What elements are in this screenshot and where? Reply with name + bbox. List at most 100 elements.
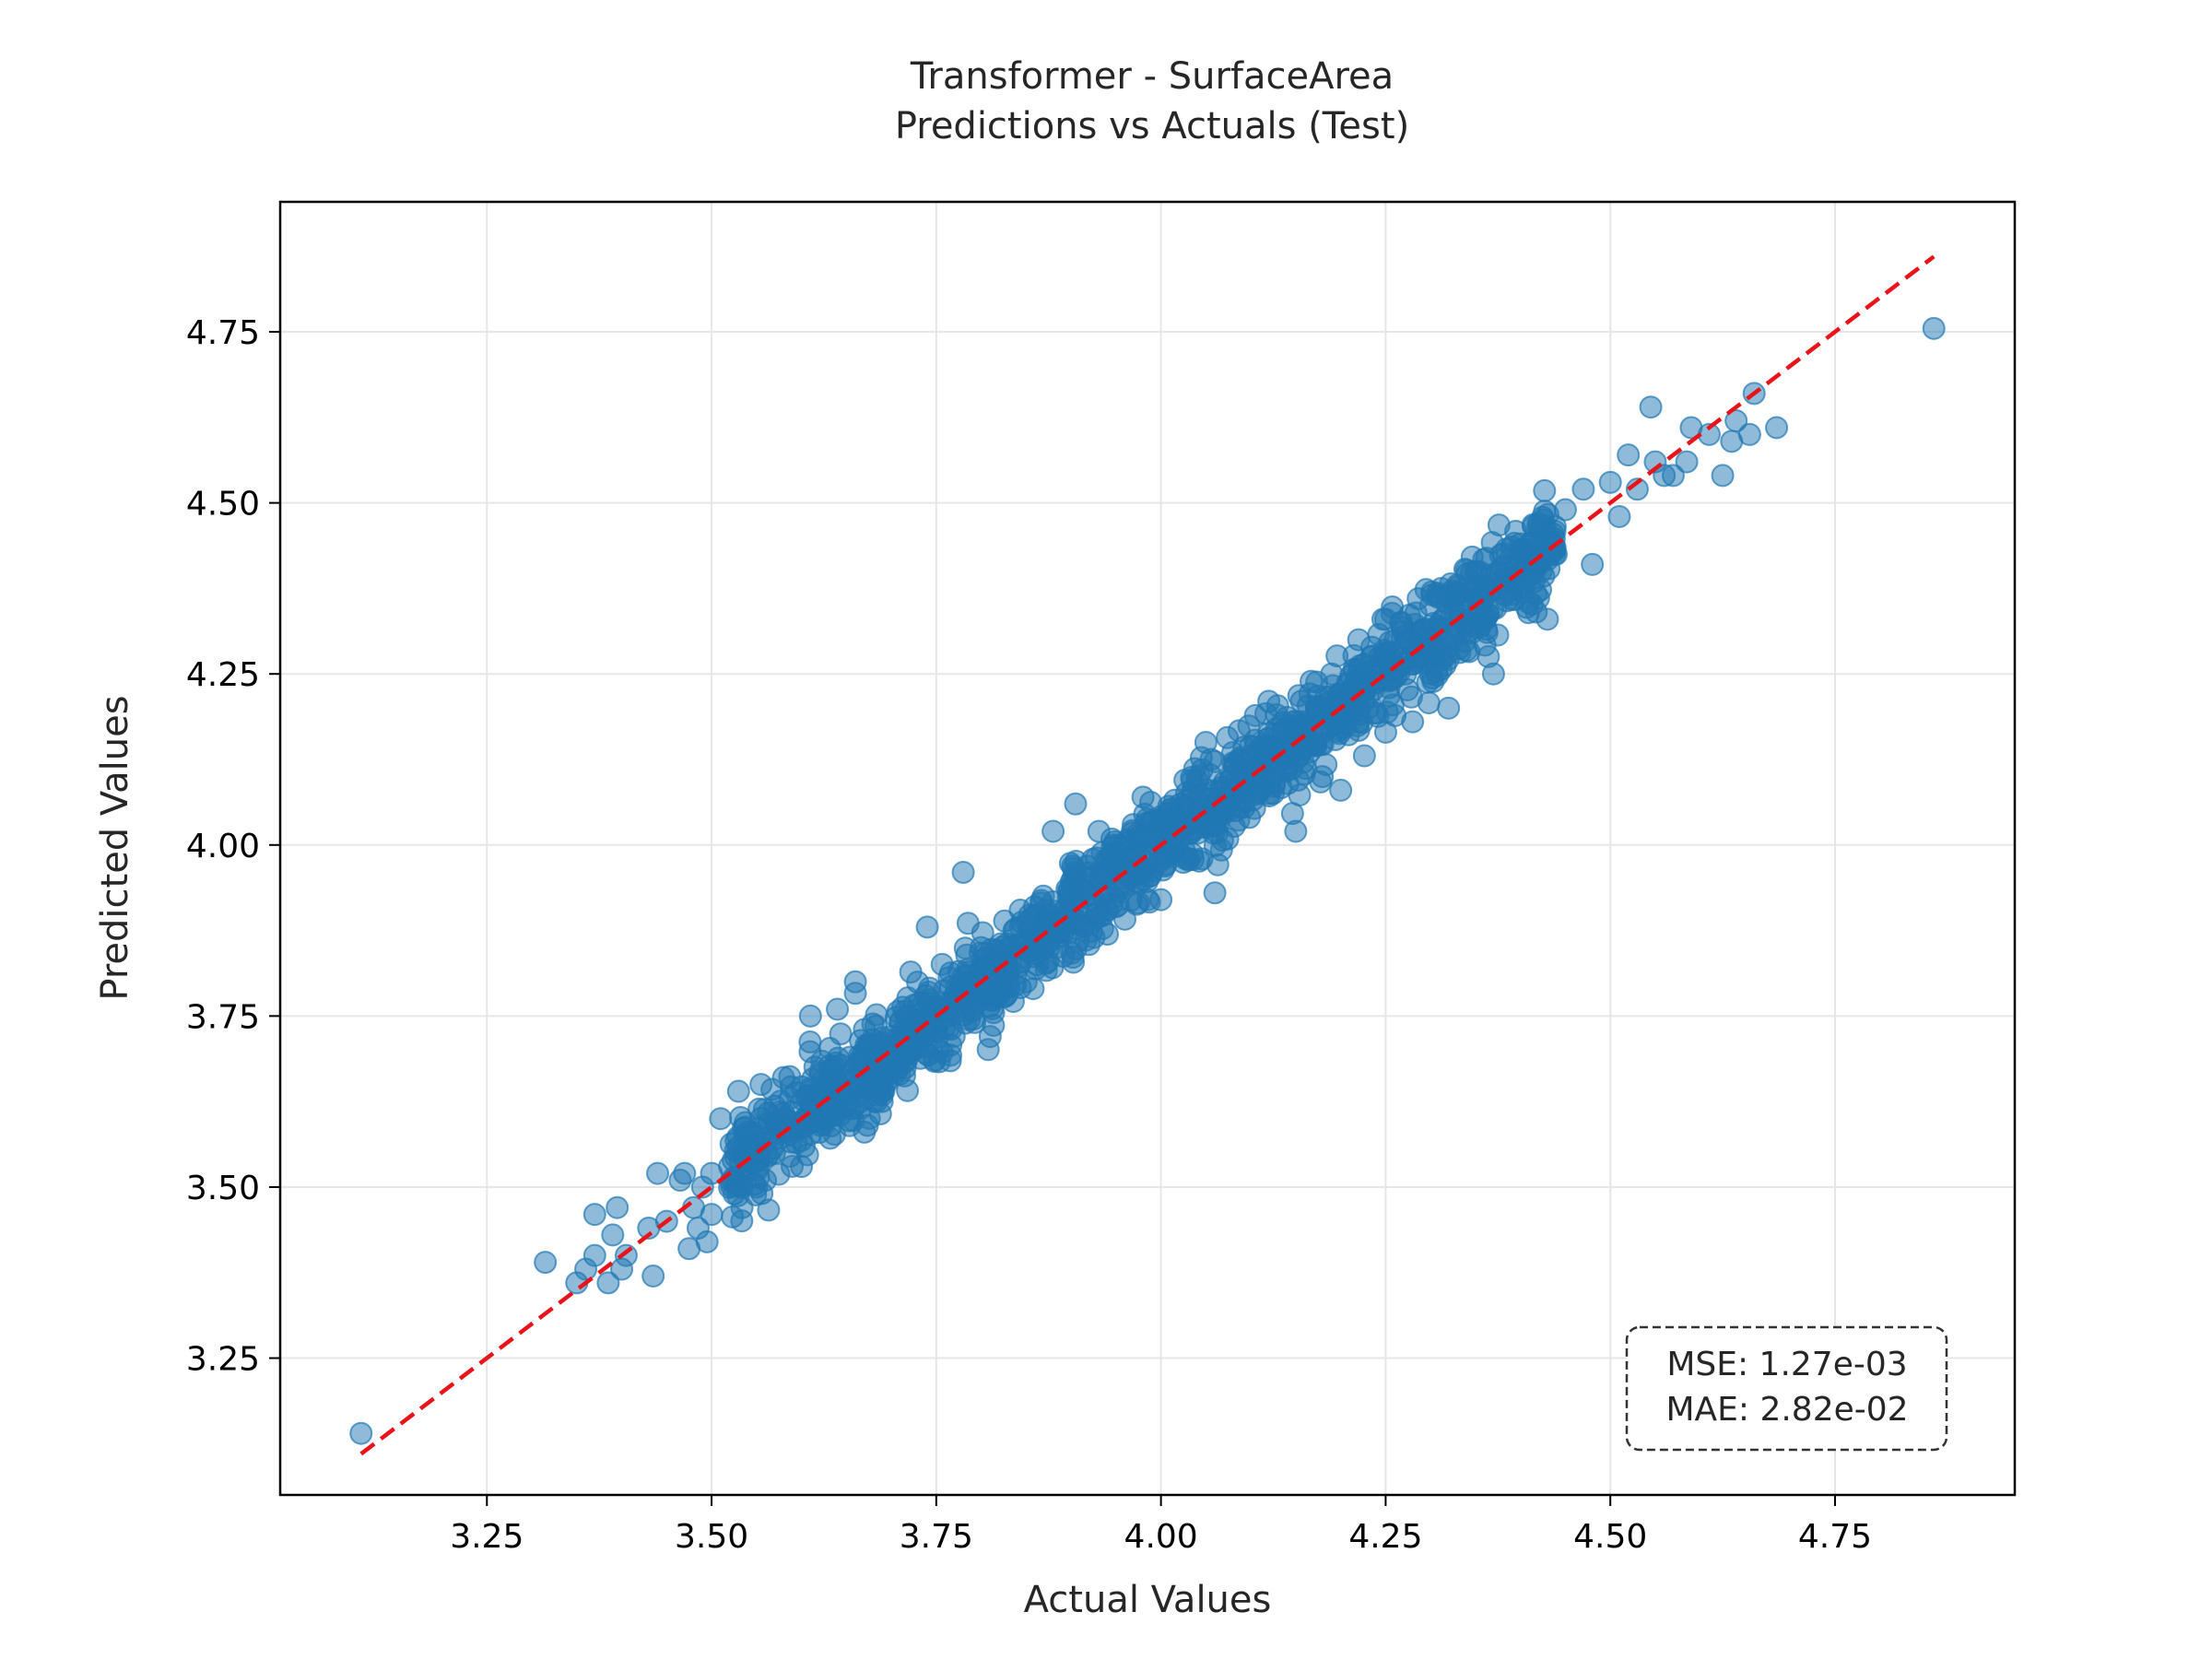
data-point <box>1373 667 1397 691</box>
data-point <box>1486 623 1510 647</box>
data-point <box>1374 642 1398 666</box>
x-tick-label: 4.00 <box>1124 1518 1198 1556</box>
data-point <box>1157 794 1181 818</box>
data-point <box>1639 395 1663 419</box>
x-tick-label: 3.75 <box>900 1518 973 1556</box>
data-point <box>994 984 1018 1008</box>
data-point <box>1126 891 1150 915</box>
data-point <box>1146 818 1170 842</box>
data-point <box>1724 409 1748 433</box>
data-point <box>601 1223 625 1247</box>
data-point <box>829 1022 853 1046</box>
data-point <box>1598 470 1622 494</box>
data-point <box>754 1169 778 1193</box>
data-point <box>1737 422 1761 446</box>
data-point <box>865 1075 889 1099</box>
stats-mae: MAE: 2.82e-02 <box>1665 1391 1908 1429</box>
y-axis-label: Predicted Values <box>94 695 136 1000</box>
data-point <box>1509 532 1533 556</box>
data-point <box>1064 792 1088 816</box>
data-point <box>1395 628 1419 652</box>
data-point <box>1399 685 1423 709</box>
x-tick-label: 3.50 <box>675 1518 748 1556</box>
data-point <box>1535 607 1559 631</box>
data-point <box>735 1121 759 1145</box>
data-point <box>1661 464 1685 488</box>
data-point <box>1221 751 1245 775</box>
data-point <box>1194 730 1218 754</box>
data-point <box>349 1421 373 1445</box>
data-point <box>721 1205 745 1229</box>
data-point <box>951 860 975 884</box>
data-point <box>1922 316 1946 340</box>
data-point <box>1276 771 1300 795</box>
data-point <box>803 1055 827 1079</box>
data-point <box>1481 662 1505 686</box>
data-point <box>1514 595 1538 619</box>
data-point <box>1071 915 1095 939</box>
data-point <box>757 1198 781 1222</box>
stats-box: MSE: 1.27e-03 MAE: 2.82e-02 <box>1625 1325 1948 1452</box>
data-point <box>1149 888 1173 912</box>
y-tick-label: 3.25 <box>186 1341 260 1379</box>
data-point <box>1253 735 1277 759</box>
y-tick-label: 4.00 <box>186 828 260 865</box>
data-point <box>1061 854 1085 878</box>
data-point <box>1607 504 1631 528</box>
y-tick-label: 4.75 <box>186 314 260 352</box>
data-point <box>1284 819 1308 843</box>
data-point <box>1162 837 1186 861</box>
data-point <box>1073 878 1097 902</box>
plot-frame <box>278 200 2017 1497</box>
data-point <box>1520 562 1544 586</box>
data-point <box>646 1161 670 1185</box>
data-point <box>774 1108 798 1132</box>
data-point <box>700 1203 724 1227</box>
data-point <box>1340 700 1364 724</box>
data-point <box>641 1264 665 1288</box>
x-tick-label: 4.50 <box>1573 1518 1647 1556</box>
data-point <box>1347 628 1371 652</box>
data-point <box>1081 847 1105 871</box>
data-point <box>709 1107 733 1131</box>
data-point <box>1320 662 1344 686</box>
stats-box-frame <box>1625 1325 1948 1452</box>
data-point <box>1441 622 1465 646</box>
data-point <box>771 1065 795 1089</box>
x-tick-label: 4.75 <box>1798 1518 1872 1556</box>
stats-mse: MSE: 1.27e-03 <box>1666 1346 1907 1383</box>
data-point <box>722 1182 746 1206</box>
data-point <box>726 1079 750 1103</box>
data-point <box>879 1025 903 1049</box>
data-point <box>1526 512 1550 535</box>
data-point <box>790 1155 814 1179</box>
data-point <box>606 1195 629 1219</box>
data-point <box>916 1043 940 1067</box>
data-point <box>1052 944 1076 968</box>
data-point <box>1469 611 1493 635</box>
data-point <box>1227 719 1251 743</box>
data-point <box>906 971 930 994</box>
chart-title-line-2: Predictions vs Actuals (Test) <box>895 105 1409 147</box>
data-point <box>1418 594 1442 618</box>
data-point <box>695 1230 719 1253</box>
data-point <box>1298 740 1322 764</box>
x-axis-label: Actual Values <box>1024 1579 1272 1621</box>
data-point <box>1257 689 1281 713</box>
data-point <box>1210 796 1234 820</box>
data-point <box>1206 853 1230 877</box>
data-point <box>1296 694 1320 718</box>
data-point <box>1373 607 1397 631</box>
data-point <box>826 997 850 1021</box>
data-point <box>1711 464 1735 488</box>
data-point <box>582 1203 606 1227</box>
data-point <box>1765 416 1789 440</box>
data-point <box>1014 970 1038 994</box>
data-point <box>1203 881 1227 905</box>
data-point <box>1401 710 1425 734</box>
data-point <box>1553 498 1577 522</box>
data-point <box>1180 766 1204 790</box>
data-point <box>896 1078 920 1102</box>
data-point <box>1397 603 1421 627</box>
